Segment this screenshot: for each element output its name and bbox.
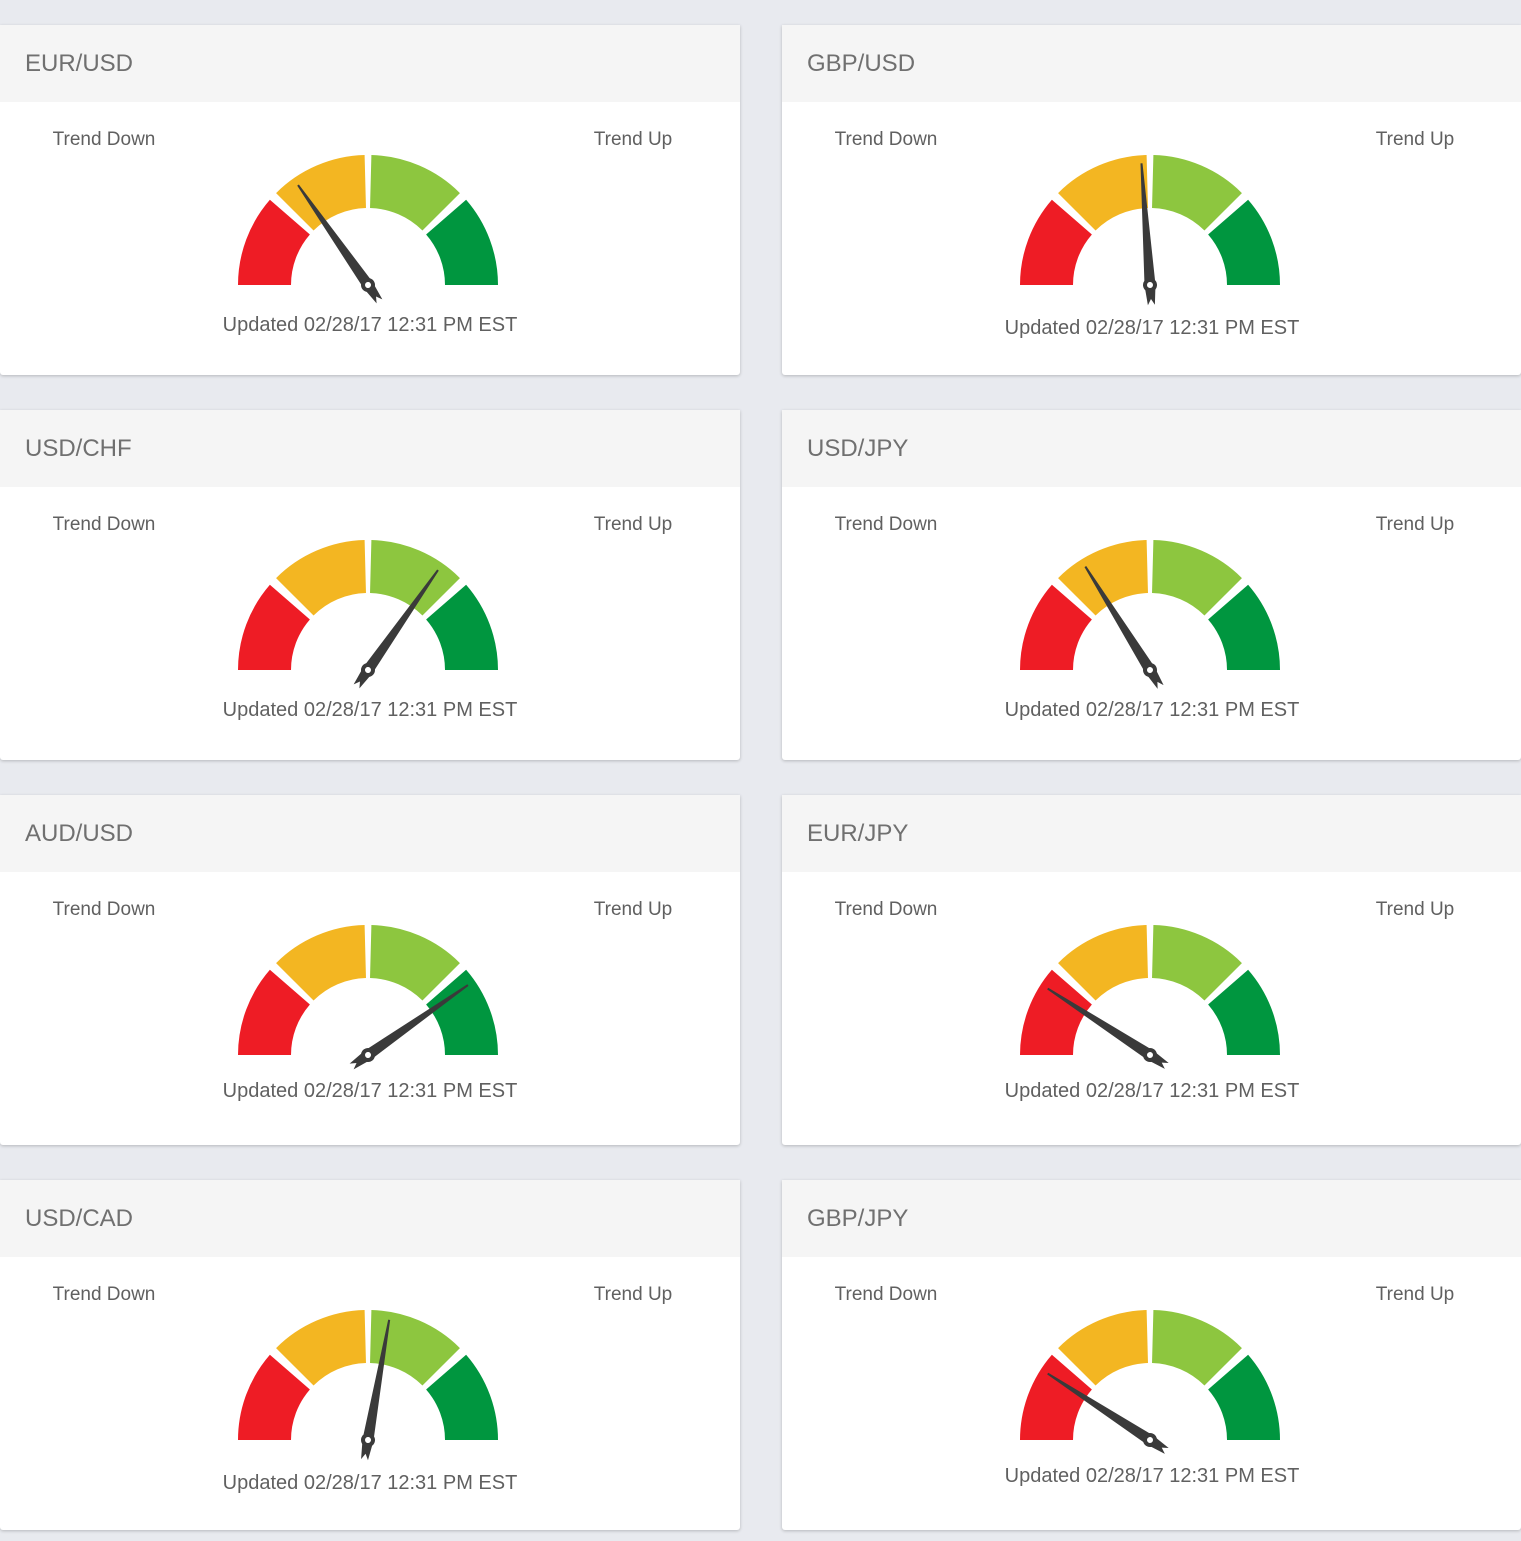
gauge-segment-green <box>426 1354 498 1440</box>
gauge-card-4: AUD/USD Trend Down Trend Up Updated 02/2… <box>0 795 740 1145</box>
gauge-card-6: USD/CAD Trend Down Trend Up Updated 02/2… <box>0 1180 740 1530</box>
gauge-card-7: GBP/JPY Trend Down Trend Up Updated 02/2… <box>782 1180 1521 1530</box>
gauge-segment-lightgreen <box>1152 155 1242 231</box>
updated-timestamp: Updated 02/28/17 12:31 PM EST <box>1004 1465 1300 1487</box>
sentiment-gauge <box>1020 1310 1280 1454</box>
gauge-segment-red <box>238 969 310 1055</box>
gauge-segment-red <box>1020 199 1092 285</box>
gauge-segment-green <box>426 584 498 670</box>
gauge-segment-green <box>426 969 498 1055</box>
updated-timestamp: Updated 02/28/17 12:31 PM EST <box>222 699 518 721</box>
trend-down-label: Trend Down <box>834 514 938 535</box>
gauge-segment-orange <box>276 540 366 616</box>
gauge-segment-red <box>238 199 310 285</box>
sentiment-gauge <box>238 1310 498 1461</box>
gauge-segment-orange <box>1058 540 1148 616</box>
gauge-segment-orange <box>1058 925 1148 1001</box>
card-title: EUR/USD <box>0 25 740 102</box>
gauge-segment-red <box>1020 584 1092 670</box>
gauge-segment-lightgreen <box>1152 1310 1242 1386</box>
trend-down-label: Trend Down <box>834 899 938 920</box>
gauge-segment-green <box>1208 1354 1280 1440</box>
gauge-segment-lightgreen <box>370 925 460 1001</box>
trend-down-label: Trend Down <box>834 1284 938 1305</box>
gauge-segment-orange <box>276 925 366 1001</box>
gauge-segment-red <box>1020 1354 1092 1440</box>
gauge-segment-red <box>1020 969 1092 1055</box>
gauge-needle <box>1047 987 1169 1069</box>
trend-up-label: Trend Up <box>1375 514 1455 535</box>
sentiment-gauge <box>1020 925 1280 1069</box>
gauge-card-5: EUR/JPY Trend Down Trend Up Updated 02/2… <box>782 795 1521 1145</box>
card-title: AUD/USD <box>0 795 740 872</box>
updated-timestamp: Updated 02/28/17 12:31 PM EST <box>1004 1080 1300 1102</box>
sentiment-gauge <box>238 925 498 1070</box>
gauge-segment-orange <box>1058 155 1148 231</box>
gauge-needle <box>1047 1372 1169 1454</box>
gauge-segment-orange <box>276 1310 366 1386</box>
sentiment-gauge <box>238 155 498 304</box>
gauge-segment-lightgreen <box>1152 925 1242 1001</box>
gauge-needle <box>349 984 469 1070</box>
trend-down-label: Trend Down <box>52 129 156 150</box>
sentiment-gauge <box>1020 155 1280 306</box>
gauge-segment-lightgreen <box>1152 540 1242 616</box>
gauge-segment-green <box>426 199 498 285</box>
updated-timestamp: Updated 02/28/17 12:31 PM EST <box>222 1472 518 1494</box>
gauge-segment-lightgreen <box>370 1310 460 1386</box>
trend-down-label: Trend Down <box>52 1284 156 1305</box>
updated-timestamp: Updated 02/28/17 12:31 PM EST <box>1004 699 1300 721</box>
gauge-card-3: USD/JPY Trend Down Trend Up Updated 02/2… <box>782 410 1521 760</box>
card-title: USD/CHF <box>0 410 740 487</box>
trend-up-label: Trend Up <box>593 1284 673 1305</box>
gauge-segment-green <box>1208 584 1280 670</box>
gauge-segment-red <box>238 1354 310 1440</box>
trend-down-label: Trend Down <box>52 514 156 535</box>
gauge-needle <box>1140 163 1157 306</box>
gauge-segment-lightgreen <box>370 155 460 231</box>
trend-up-label: Trend Up <box>593 899 673 920</box>
trend-up-label: Trend Up <box>1375 129 1455 150</box>
card-title: GBP/JPY <box>782 1180 1521 1257</box>
gauge-segment-red <box>238 584 310 670</box>
trend-up-label: Trend Up <box>593 129 673 150</box>
gauge-segment-orange <box>276 155 366 231</box>
card-title: GBP/USD <box>782 25 1521 102</box>
trend-up-label: Trend Up <box>1375 1284 1455 1305</box>
updated-timestamp: Updated 02/28/17 12:31 PM EST <box>222 314 518 336</box>
updated-timestamp: Updated 02/28/17 12:31 PM EST <box>222 1080 518 1102</box>
gauge-needle <box>297 184 383 304</box>
gauge-needle <box>353 569 439 689</box>
trend-up-label: Trend Up <box>1375 899 1455 920</box>
trend-down-label: Trend Down <box>834 129 938 150</box>
gauge-card-2: USD/CHF Trend Down Trend Up Updated 02/2… <box>0 410 740 760</box>
trend-down-label: Trend Down <box>52 899 156 920</box>
gauge-needle <box>361 1319 391 1461</box>
gauge-needle <box>1084 566 1164 689</box>
sentiment-gauge <box>238 540 498 689</box>
gauge-card-0: EUR/USD Trend Down Trend Up Updated 02/2… <box>0 25 740 375</box>
gauge-segment-green <box>1208 199 1280 285</box>
gauge-card-1: GBP/USD Trend Down Trend Up Updated 02/2… <box>782 25 1521 375</box>
gauge-segment-orange <box>1058 1310 1148 1386</box>
trend-up-label: Trend Up <box>593 514 673 535</box>
card-title: USD/JPY <box>782 410 1521 487</box>
gauge-segment-lightgreen <box>370 540 460 616</box>
card-title: USD/CAD <box>0 1180 740 1257</box>
updated-timestamp: Updated 02/28/17 12:31 PM EST <box>1004 317 1300 339</box>
gauge-segment-green <box>1208 969 1280 1055</box>
sentiment-gauge <box>1020 540 1280 689</box>
card-title: EUR/JPY <box>782 795 1521 872</box>
